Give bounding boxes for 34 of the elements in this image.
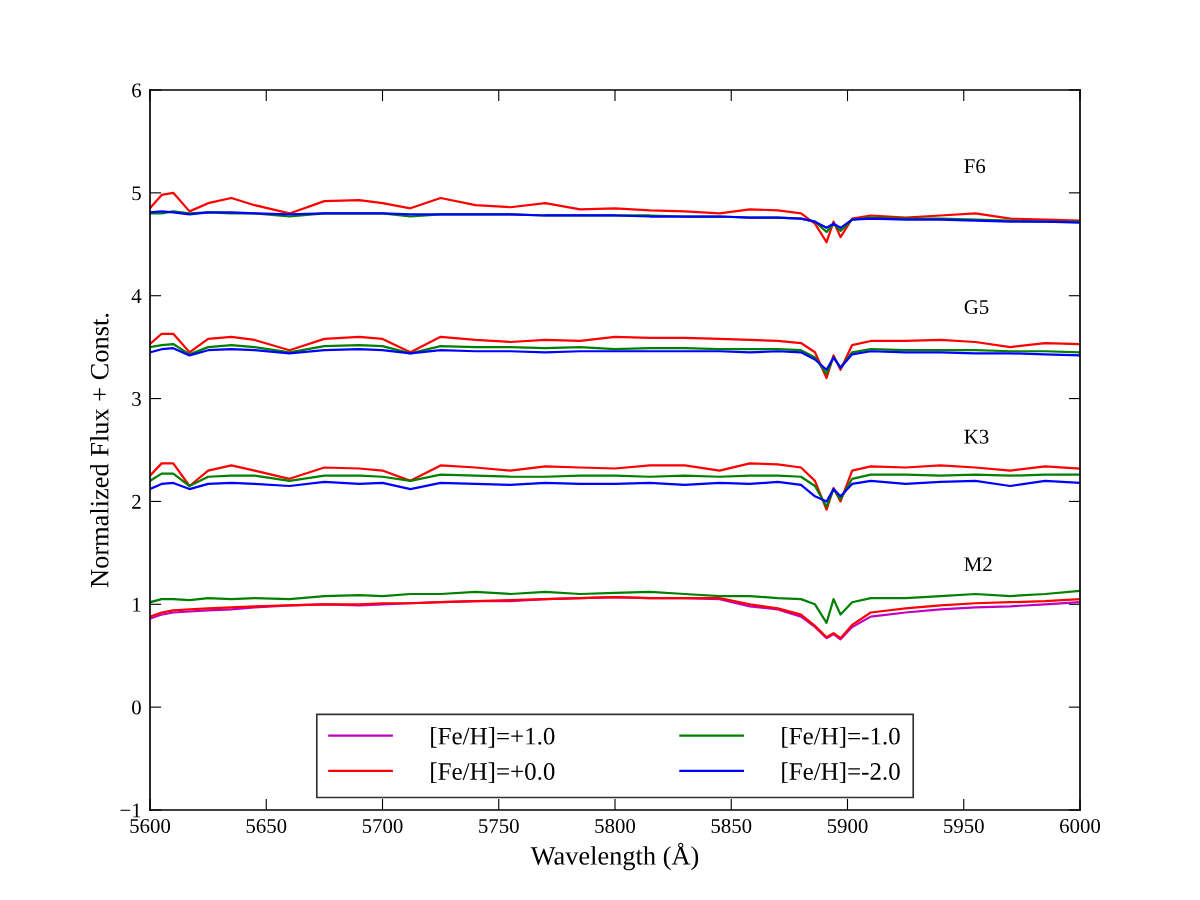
y-tick-label: −1 [120,803,141,818]
legend-label: [Fe/H]=-1.0 [782,727,900,748]
line-series [150,462,1080,511]
x-tick-label: 5900 [827,818,868,833]
x-tick-label: 5650 [246,818,287,833]
y-tick-label: 0 [132,700,141,715]
x-axis-title: Wavelength (Å) [530,842,699,871]
annotation: K3 [964,429,989,444]
x-tick-label: 5700 [362,818,403,833]
legend-label: [Fe/H]=+1.0 [431,727,555,748]
annotation: G5 [964,300,989,315]
line-series [150,332,1080,380]
y-tick-label: 5 [132,186,141,201]
line-series [150,472,1080,508]
x-tick-label: 5950 [944,818,984,833]
y-tick-label: 6 [132,83,142,98]
x-tick-label: 5850 [711,818,752,833]
line-series [150,191,1080,244]
annotation: M2 [964,557,992,572]
x-tick-label: 5600 [130,818,171,833]
y-tick-label: 4 [131,289,142,303]
annotation: F6 [964,159,986,174]
y-tick-label: 1 [133,597,141,612]
x-tick-label: 5750 [479,818,519,833]
y-axis-title: Normalized Flux + Const. [90,313,109,588]
x-tick-label: 5800 [595,818,636,833]
line-series [150,589,1080,624]
line-series [150,479,1080,503]
legend-label: [Fe/H]=+0.0 [431,762,555,784]
y-tick-label: 3 [132,392,141,406]
line-series [150,210,1080,229]
y-tick-label: 2 [132,494,141,509]
legend-label: [Fe/H]=-2.0 [782,762,900,784]
x-tick-label: 6000 [1060,818,1101,833]
